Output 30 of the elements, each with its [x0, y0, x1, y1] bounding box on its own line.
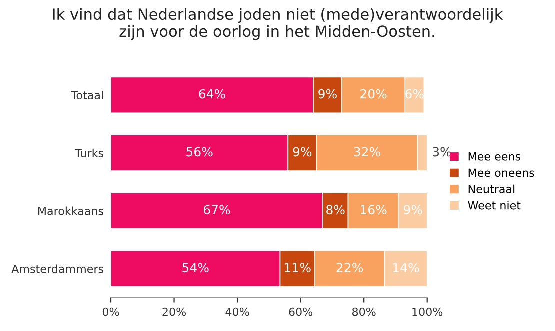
legend-label: Mee eens: [468, 152, 521, 161]
data-label: 14%: [393, 263, 420, 273]
data-label: 6%: [406, 89, 424, 99]
data-label: 9%: [293, 147, 312, 157]
chart-title: Ik vind dat Nederlandse joden niet (mede)verantwoordelijk zijn voor de oorlog in het Midden-Oosten.: [53, 8, 504, 40]
y-tick-label: Marokkaans: [38, 206, 104, 216]
data-label: 16%: [361, 205, 387, 215]
data-label: 67%: [204, 205, 230, 215]
data-label: 56%: [186, 147, 213, 157]
x-tick-label: 0%: [102, 308, 120, 316]
y-tick-label: Amsterdammers: [12, 264, 104, 274]
data-label: 22%: [336, 263, 364, 273]
data-label: 54%: [182, 263, 209, 273]
x-tick-label: 40%: [226, 308, 250, 316]
x-tick-label: 80%: [352, 308, 376, 316]
legend-label: Neutraal: [468, 184, 515, 194]
data-label: 11%: [285, 263, 311, 273]
data-label: 32%: [354, 147, 380, 157]
y-tick-label: Turks: [75, 148, 104, 158]
legend-label: Weet niet: [468, 201, 521, 210]
legend-label: Mee oneens: [468, 168, 534, 178]
data-label: 8%: [326, 205, 345, 215]
data-label: 9%: [318, 89, 337, 99]
x-tick-label: 100%: [412, 308, 443, 316]
data-label: 64%: [199, 89, 226, 99]
y-tick-label: Totaal: [71, 90, 104, 100]
data-label: 9%: [404, 205, 422, 215]
x-tick-label: 20%: [162, 308, 186, 316]
data-label: 20%: [360, 89, 387, 99]
x-tick-label: 60%: [289, 308, 313, 316]
